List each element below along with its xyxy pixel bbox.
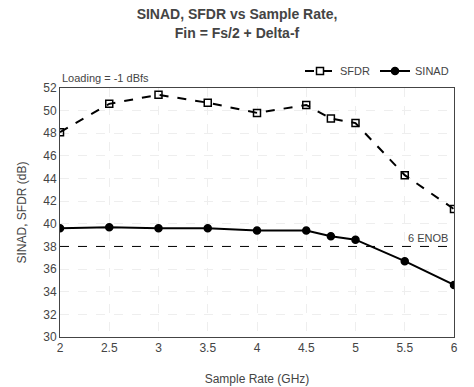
- svg-text:46: 46: [43, 149, 57, 163]
- svg-text:5: 5: [352, 341, 359, 355]
- svg-text:32: 32: [43, 308, 57, 322]
- svg-text:Sample Rate (GHz): Sample Rate (GHz): [205, 372, 310, 386]
- svg-text:2.5: 2.5: [101, 341, 118, 355]
- svg-text:4.5: 4.5: [298, 341, 315, 355]
- svg-text:44: 44: [43, 172, 57, 186]
- svg-text:6 ENOB: 6 ENOB: [408, 232, 448, 244]
- svg-text:4: 4: [254, 341, 261, 355]
- svg-text:36: 36: [43, 262, 57, 276]
- svg-text:6: 6: [451, 341, 458, 355]
- svg-text:SINAD: SINAD: [415, 65, 449, 77]
- svg-text:2: 2: [57, 341, 64, 355]
- svg-text:SINAD, SFDR vs Sample Rate,Fin: SINAD, SFDR vs Sample Rate,Fin = Fs/2 + …: [137, 6, 338, 40]
- svg-text:3: 3: [155, 341, 162, 355]
- svg-text:3.5: 3.5: [199, 341, 216, 355]
- svg-text:50: 50: [43, 104, 57, 118]
- svg-text:38: 38: [43, 240, 57, 254]
- svg-text:34: 34: [43, 285, 57, 299]
- svg-text:42: 42: [43, 194, 57, 208]
- svg-text:5.5: 5.5: [396, 341, 413, 355]
- svg-text:30: 30: [43, 330, 57, 344]
- svg-text:SINAD, SFDR (dB): SINAD, SFDR (dB): [15, 161, 29, 263]
- svg-text:Loading = -1 dBfs: Loading = -1 dBfs: [62, 72, 149, 84]
- svg-text:40: 40: [43, 217, 57, 231]
- svg-text:48: 48: [43, 126, 57, 140]
- svg-text:52: 52: [43, 81, 57, 95]
- svg-text:SFDR: SFDR: [340, 65, 370, 77]
